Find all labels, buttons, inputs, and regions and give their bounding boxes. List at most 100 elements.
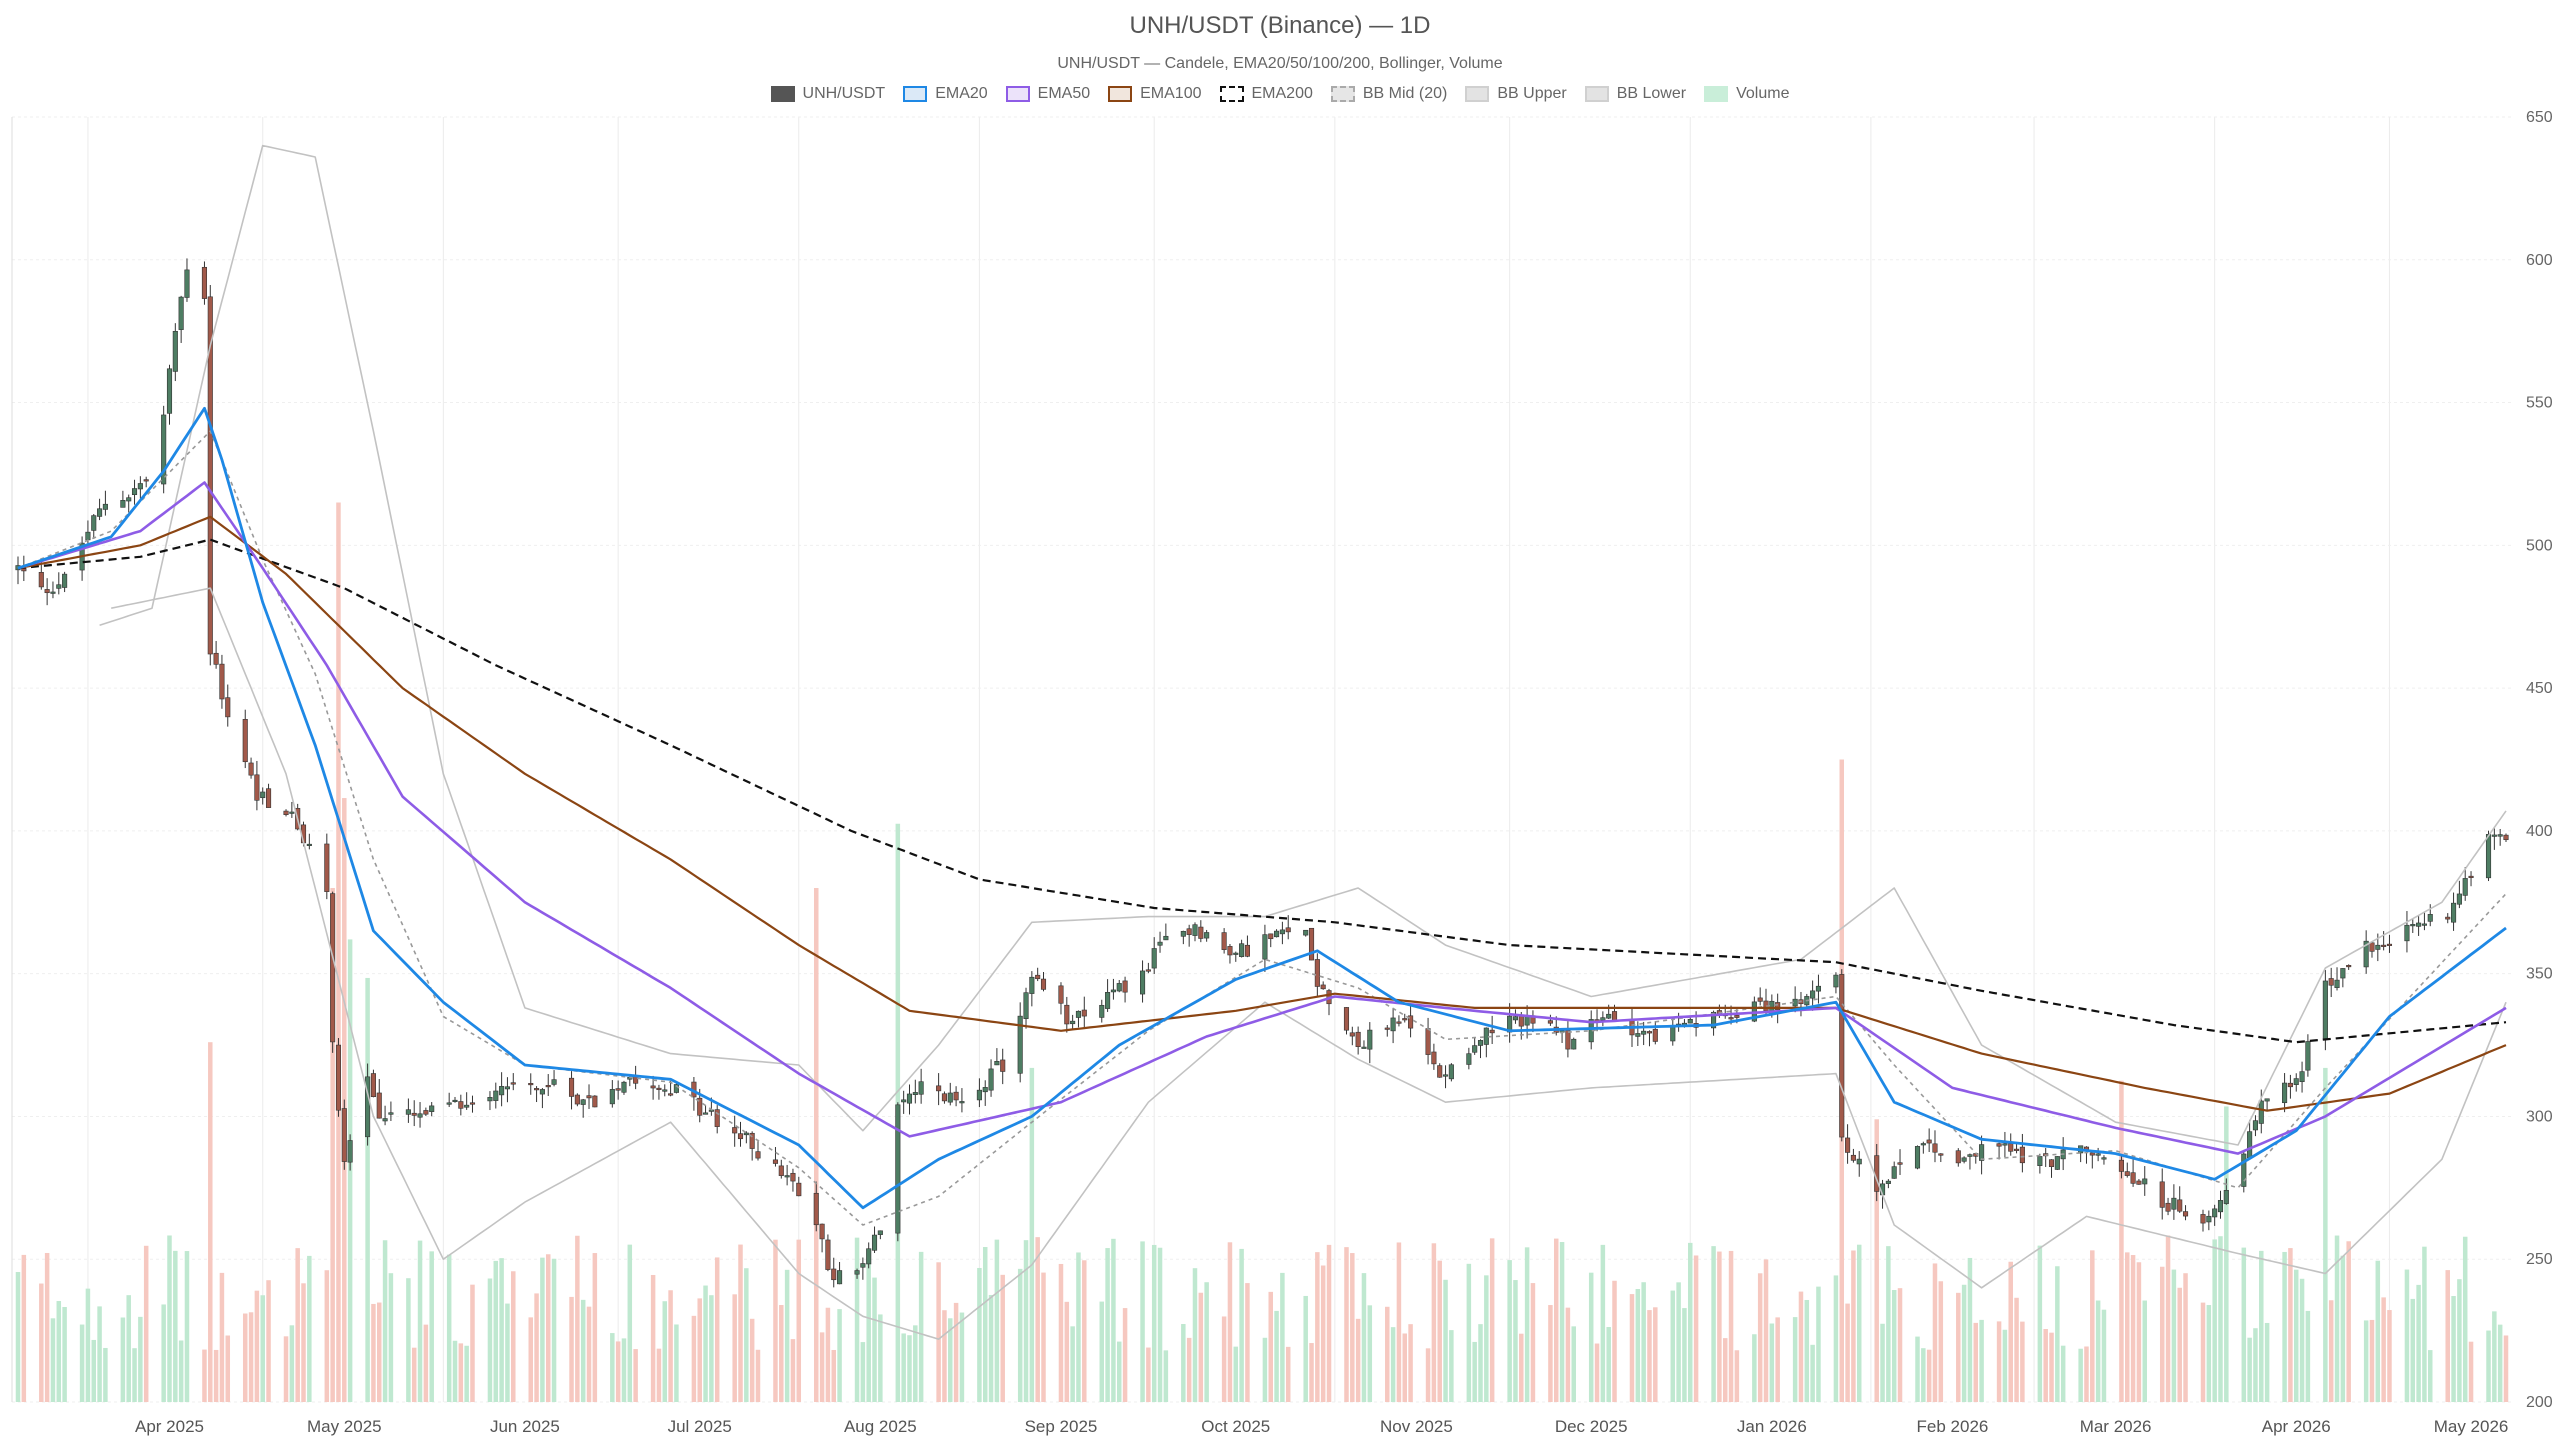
candle-body[interactable] <box>1815 985 1821 992</box>
candle-body[interactable] <box>662 1089 668 1092</box>
candle-body[interactable] <box>2282 1082 2288 1104</box>
candle-body[interactable] <box>120 500 126 508</box>
candle-body[interactable] <box>1600 1017 1606 1021</box>
candle-body[interactable] <box>417 1113 423 1118</box>
candle-body[interactable] <box>551 1079 557 1085</box>
candle-body[interactable] <box>1402 1018 1408 1021</box>
candle-body[interactable] <box>172 330 178 372</box>
candle-body[interactable] <box>1839 974 1845 1138</box>
candle-body[interactable] <box>609 1089 615 1105</box>
candle-body[interactable] <box>2381 944 2387 947</box>
candle-body[interactable] <box>901 1099 907 1103</box>
candle-body[interactable] <box>1448 1064 1454 1080</box>
candle-body[interactable] <box>487 1097 493 1102</box>
candle-body[interactable] <box>2293 1078 2299 1085</box>
candle-body[interactable] <box>941 1093 947 1102</box>
candle-body[interactable] <box>1810 990 1816 999</box>
candle-body[interactable] <box>615 1088 621 1091</box>
candle-body[interactable] <box>796 1182 802 1197</box>
candle-body[interactable] <box>2037 1156 2043 1166</box>
candle-body[interactable] <box>2212 1208 2218 1218</box>
candle-body[interactable] <box>2491 834 2497 837</box>
candle-body[interactable] <box>510 1082 516 1085</box>
candle-body[interactable] <box>504 1086 510 1090</box>
candle-body[interactable] <box>2334 979 2340 988</box>
candle-body[interactable] <box>778 1165 784 1176</box>
candle-body[interactable] <box>2136 1180 2142 1185</box>
candle-body[interactable] <box>534 1088 540 1091</box>
candle-body[interactable] <box>2445 916 2451 920</box>
candle-body[interactable] <box>790 1172 796 1182</box>
candle-body[interactable] <box>1349 1032 1355 1037</box>
candle-body[interactable] <box>2503 834 2509 841</box>
candle-body[interactable] <box>365 1076 371 1138</box>
candle-body[interactable] <box>1396 1021 1402 1024</box>
candle-body[interactable] <box>38 572 44 588</box>
candle-body[interactable] <box>2375 944 2381 950</box>
candle-body[interactable] <box>388 1112 394 1115</box>
candle-body[interactable] <box>1320 984 1326 990</box>
candle-body[interactable] <box>1163 935 1169 941</box>
candle-body[interactable] <box>1262 934 1268 960</box>
candle-body[interactable] <box>97 508 103 517</box>
candle-body[interactable] <box>912 1092 918 1095</box>
candle-body[interactable] <box>44 589 50 594</box>
candle-body[interactable] <box>2101 1157 2107 1160</box>
legend-item-bbmid[interactable]: BB Mid (20) <box>1330 85 1447 103</box>
candle-body[interactable] <box>1227 946 1233 956</box>
candle-body[interactable] <box>1652 1028 1658 1042</box>
candle-body[interactable] <box>976 1089 982 1101</box>
candle-body[interactable] <box>1140 970 1146 995</box>
candle-body[interactable] <box>429 1105 435 1112</box>
candle-body[interactable] <box>1355 1031 1361 1048</box>
candle-body[interactable] <box>2247 1131 2253 1159</box>
candle-body[interactable] <box>871 1234 878 1251</box>
candle-body[interactable] <box>469 1102 476 1105</box>
candle-body[interactable] <box>918 1081 924 1095</box>
candle-body[interactable] <box>755 1151 761 1159</box>
candle-body[interactable] <box>568 1077 575 1097</box>
candle-body[interactable] <box>1343 1007 1350 1031</box>
candle-body[interactable] <box>2404 924 2410 942</box>
candle-body[interactable] <box>1670 1026 1676 1042</box>
candle-body[interactable] <box>1110 989 1116 993</box>
candle-body[interactable] <box>1920 1143 1926 1146</box>
candle-body[interactable] <box>423 1110 429 1115</box>
candle-body[interactable] <box>1081 1009 1087 1017</box>
candle-body[interactable] <box>248 762 254 776</box>
candle-body[interactable] <box>2468 875 2474 878</box>
candle-body[interactable] <box>586 1095 592 1099</box>
candle-body[interactable] <box>2252 1120 2259 1131</box>
candle-body[interactable] <box>831 1268 837 1281</box>
candle-body[interactable] <box>743 1132 749 1136</box>
candle-body[interactable] <box>2200 1214 2206 1224</box>
candle-body[interactable] <box>2002 1143 2008 1146</box>
candle-body[interactable] <box>335 1044 342 1111</box>
candle-body[interactable] <box>1926 1139 1932 1144</box>
candle-body[interactable] <box>2485 834 2492 879</box>
candle-body[interactable] <box>1979 1144 1985 1161</box>
candle-body[interactable] <box>265 788 272 808</box>
candle-body[interactable] <box>2497 834 2503 837</box>
candle-body[interactable] <box>749 1132 755 1149</box>
candle-body[interactable] <box>1075 1010 1082 1018</box>
candle-body[interactable] <box>178 296 184 330</box>
candle-body[interactable] <box>854 1270 860 1275</box>
candle-body[interactable] <box>499 1086 505 1096</box>
candle-body[interactable] <box>656 1087 662 1090</box>
candle-body[interactable] <box>1145 969 1151 972</box>
candle-body[interactable] <box>539 1089 545 1095</box>
candle-body[interactable] <box>1565 1030 1571 1050</box>
candle-body[interactable] <box>982 1087 988 1093</box>
candle-body[interactable] <box>732 1127 738 1134</box>
candle-body[interactable] <box>1308 927 1315 961</box>
candle-body[interactable] <box>161 414 167 485</box>
candle-body[interactable] <box>1961 1157 1967 1162</box>
candle-body[interactable] <box>207 296 213 655</box>
legend-item-volume[interactable]: Volume <box>1704 85 1789 103</box>
candle-body[interactable] <box>143 479 149 482</box>
candle-body[interactable] <box>895 1104 901 1234</box>
candle-body[interactable] <box>446 1102 452 1105</box>
legend-item-bblow[interactable]: BB Lower <box>1584 85 1686 103</box>
candle-body[interactable] <box>2206 1215 2212 1223</box>
